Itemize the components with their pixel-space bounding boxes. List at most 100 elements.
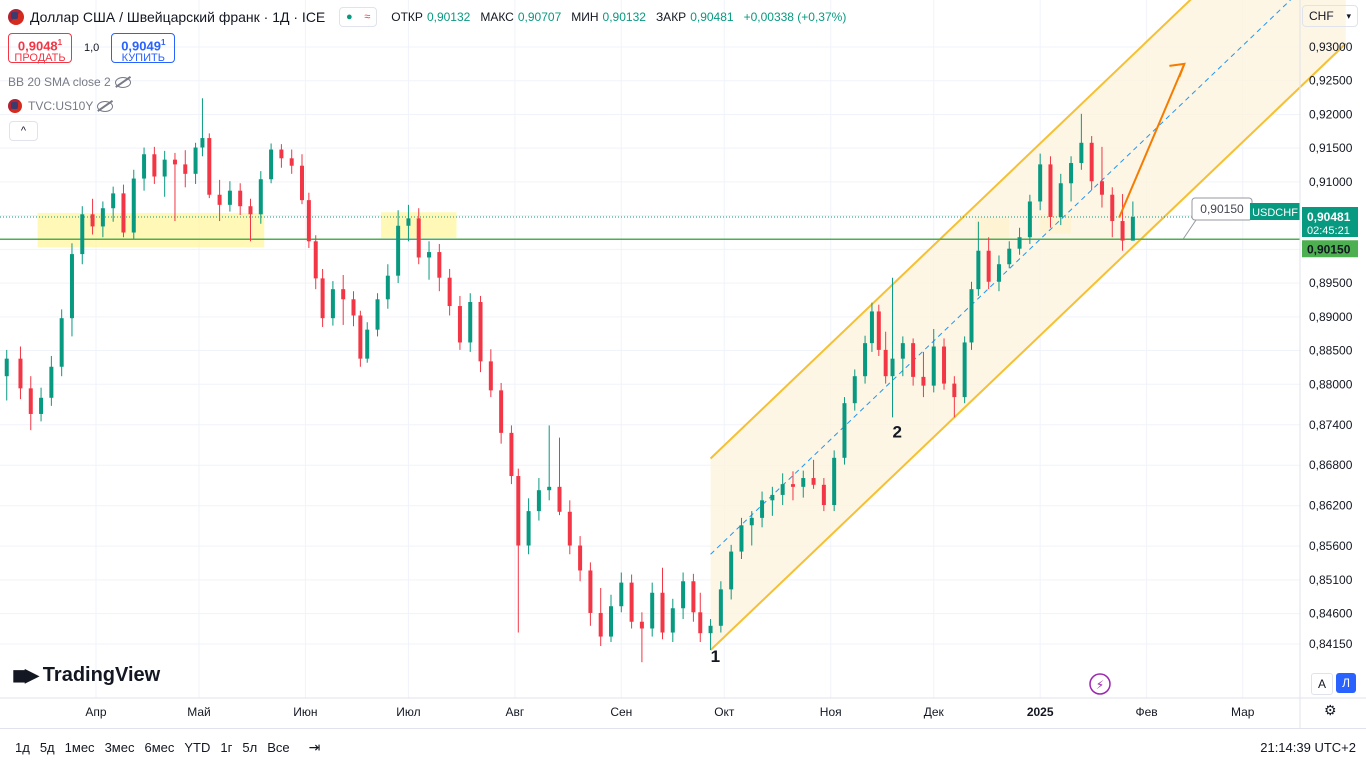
- sell-button[interactable]: 0,90481 ПРОДАТЬ: [8, 33, 72, 64]
- time-tick-label: Апр: [85, 705, 107, 719]
- candle-body: [80, 214, 85, 255]
- price-axis[interactable]: 0,930000,925000,920000,915000,910000,905…: [1250, 40, 1358, 651]
- ohlc-values: ОТКР 0,90132 МАКС 0,90707 МИН 0,90132 ЗАКР 0…: [391, 10, 852, 24]
- indicator-us10y-label: TVC:US10Y: [28, 99, 94, 113]
- price-tick-label: 0,92000: [1309, 107, 1353, 121]
- candle-body: [801, 478, 806, 487]
- candle-body: [578, 545, 583, 571]
- bottom-toolbar: 1д 5д 1мес 3мес 6мес YTD 1г 5л Все ⇥ 21:…: [0, 728, 1366, 765]
- ohlc-close-label: ЗАКР: [655, 10, 687, 24]
- candle-body: [396, 225, 401, 276]
- timeframe-ytd[interactable]: YTD: [184, 739, 211, 755]
- candles: [4, 98, 1135, 663]
- candle-body: [811, 478, 816, 485]
- candle-body: [447, 277, 452, 307]
- candle-body: [1058, 183, 1063, 217]
- candle-body: [152, 154, 157, 177]
- indicator-us10y[interactable]: TVC:US10Y: [8, 99, 114, 113]
- candle-body: [313, 241, 318, 279]
- candle-body: [279, 149, 284, 159]
- clock[interactable]: 21:14:39 UTC+2: [1260, 739, 1356, 755]
- usd-chf-flag-icon: [8, 9, 24, 25]
- lightning-icon: ⚡: [1096, 678, 1104, 692]
- symbol-title[interactable]: Доллар США / Швейцарский франк · 1Д · IC…: [30, 9, 326, 25]
- us-flag-icon: [8, 99, 22, 113]
- candle-body: [962, 342, 967, 398]
- event-marker-icon: [1089, 673, 1111, 695]
- candle-body: [911, 343, 916, 377]
- candle-body: [227, 190, 232, 205]
- time-tick-label: Авг: [505, 705, 524, 719]
- time-tick-label: Ноя: [820, 705, 842, 719]
- sell-price: 0,9048: [17, 38, 58, 54]
- candle-body: [162, 159, 167, 177]
- candle-body: [557, 486, 562, 512]
- candle-body: [650, 592, 655, 629]
- timeframe-1y[interactable]: 1г: [220, 739, 233, 755]
- last-price-label: 0,90481: [1307, 210, 1351, 224]
- candle-body: [90, 214, 95, 227]
- candle-body: [300, 165, 304, 201]
- candle-body: [869, 311, 874, 344]
- ohlc-open-value: 0,90132: [426, 10, 471, 24]
- candle-body: [770, 494, 775, 501]
- spread-value: 1,0: [84, 42, 100, 54]
- time-tick-label: Дек: [924, 705, 945, 719]
- symbol-status-pill[interactable]: ● ≈: [339, 7, 378, 27]
- tilde-icon: ≈: [364, 11, 371, 23]
- drawings: 1 2 0,90150 ⚡: [711, 62, 1253, 695]
- timeframe-all[interactable]: Все: [267, 739, 290, 755]
- timeframe-6m[interactable]: 6мес: [144, 739, 175, 755]
- tradingview-logo-icon: ◼▶: [12, 665, 39, 685]
- candle-body: [708, 625, 713, 634]
- price-tick-label: 0,87400: [1309, 418, 1353, 432]
- settings-gear-icon[interactable]: ⚙: [1324, 702, 1337, 718]
- timeframe-1d[interactable]: 1д: [15, 739, 30, 755]
- price-tick-label: 0,91000: [1309, 175, 1353, 189]
- ohlc-change-value: +0,00338 (+0,37%): [743, 10, 847, 24]
- collapse-legend-button[interactable]: ^: [9, 121, 38, 141]
- price-tick-label: 0,85600: [1309, 539, 1353, 553]
- candle-body: [698, 612, 703, 634]
- forecast-arrow-head: [1169, 62, 1186, 78]
- candle-body: [931, 346, 936, 386]
- candle-body: [942, 346, 947, 384]
- hidden-eye-icon[interactable]: [114, 76, 131, 88]
- candle-body: [660, 592, 665, 633]
- candle-body: [478, 301, 483, 362]
- hidden-eye-icon[interactable]: [97, 100, 114, 112]
- candle-body: [341, 289, 346, 300]
- currency-select[interactable]: CHF ▾: [1302, 5, 1358, 27]
- candle-body: [18, 358, 23, 389]
- ohlc-high-label: МАКС: [480, 10, 514, 24]
- candle-body: [509, 432, 514, 477]
- currency-label: CHF: [1309, 9, 1334, 23]
- candle-body: [142, 154, 147, 179]
- log-scale-toggle[interactable]: Л: [1336, 673, 1356, 693]
- indicator-bb[interactable]: BB 20 SMA close 2: [8, 75, 131, 89]
- tradingview-logo-text: TradingView: [42, 664, 161, 686]
- timeframe-5y[interactable]: 5л: [242, 739, 258, 755]
- timeframe-5d[interactable]: 5д: [39, 739, 55, 755]
- ohlc-open-label: ОТКР: [391, 10, 423, 24]
- candle-body: [457, 306, 462, 343]
- auto-scale-toggle[interactable]: A: [1311, 673, 1333, 695]
- level-callout-value: 0,90150: [1200, 202, 1244, 216]
- channel-fill: [710, 0, 1346, 651]
- timeframe-1m[interactable]: 1мес: [64, 739, 95, 755]
- candle-body: [1038, 164, 1043, 202]
- candle-body: [1048, 164, 1053, 217]
- candle-body: [749, 517, 754, 526]
- symbol-tag: USDCHF: [1252, 207, 1298, 219]
- candle-body: [499, 390, 504, 433]
- level-price-bg: [1302, 240, 1358, 258]
- price-chart[interactable]: 1 2 0,90150 ⚡ 0,93000 0,92500 0,92000 0,91500 0…: [0, 0, 1366, 728]
- go-to-date-icon[interactable]: ⇥: [308, 738, 321, 755]
- timeframe-3m[interactable]: 3мес: [104, 739, 135, 755]
- buy-button[interactable]: 0,90491 КУПИТЬ: [111, 33, 176, 64]
- candle-body: [183, 164, 188, 174]
- time-axis[interactable]: Апр Май Июн Июл Авг Сен Окт Ноя Дек 2025 Фев Мар: [85, 705, 1254, 719]
- candle-body: [375, 299, 380, 330]
- candle-body: [427, 252, 432, 258]
- wave-label: 2: [893, 422, 902, 441]
